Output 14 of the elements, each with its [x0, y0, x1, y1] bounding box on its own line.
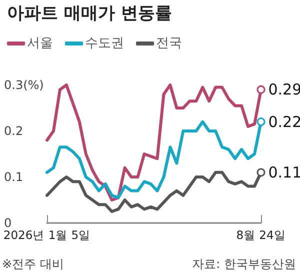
text: 자료: 한국부동산원 — [192, 257, 296, 271]
legend-label: 전국 — [156, 36, 182, 51]
legend-label: 수도권 — [85, 36, 124, 51]
text: ※전주 대비 — [2, 257, 64, 271]
y-tick-label: 0.3(%) — [4, 78, 44, 92]
y-tick-label: 0.2 — [4, 124, 24, 138]
x-tick-label: 8월 24일 — [236, 228, 286, 242]
y-tick-label: 0 — [4, 216, 12, 230]
data-label: 0.22 — [268, 112, 300, 131]
legend-label: 서울 — [27, 36, 53, 51]
x-tick-label: 2026년 1월 5일 — [3, 228, 91, 242]
chart-title: 아파트 매매가 변동률 — [7, 4, 172, 24]
data-label: 0.11 — [268, 163, 300, 182]
y-tick-label: 0.1 — [4, 170, 24, 184]
